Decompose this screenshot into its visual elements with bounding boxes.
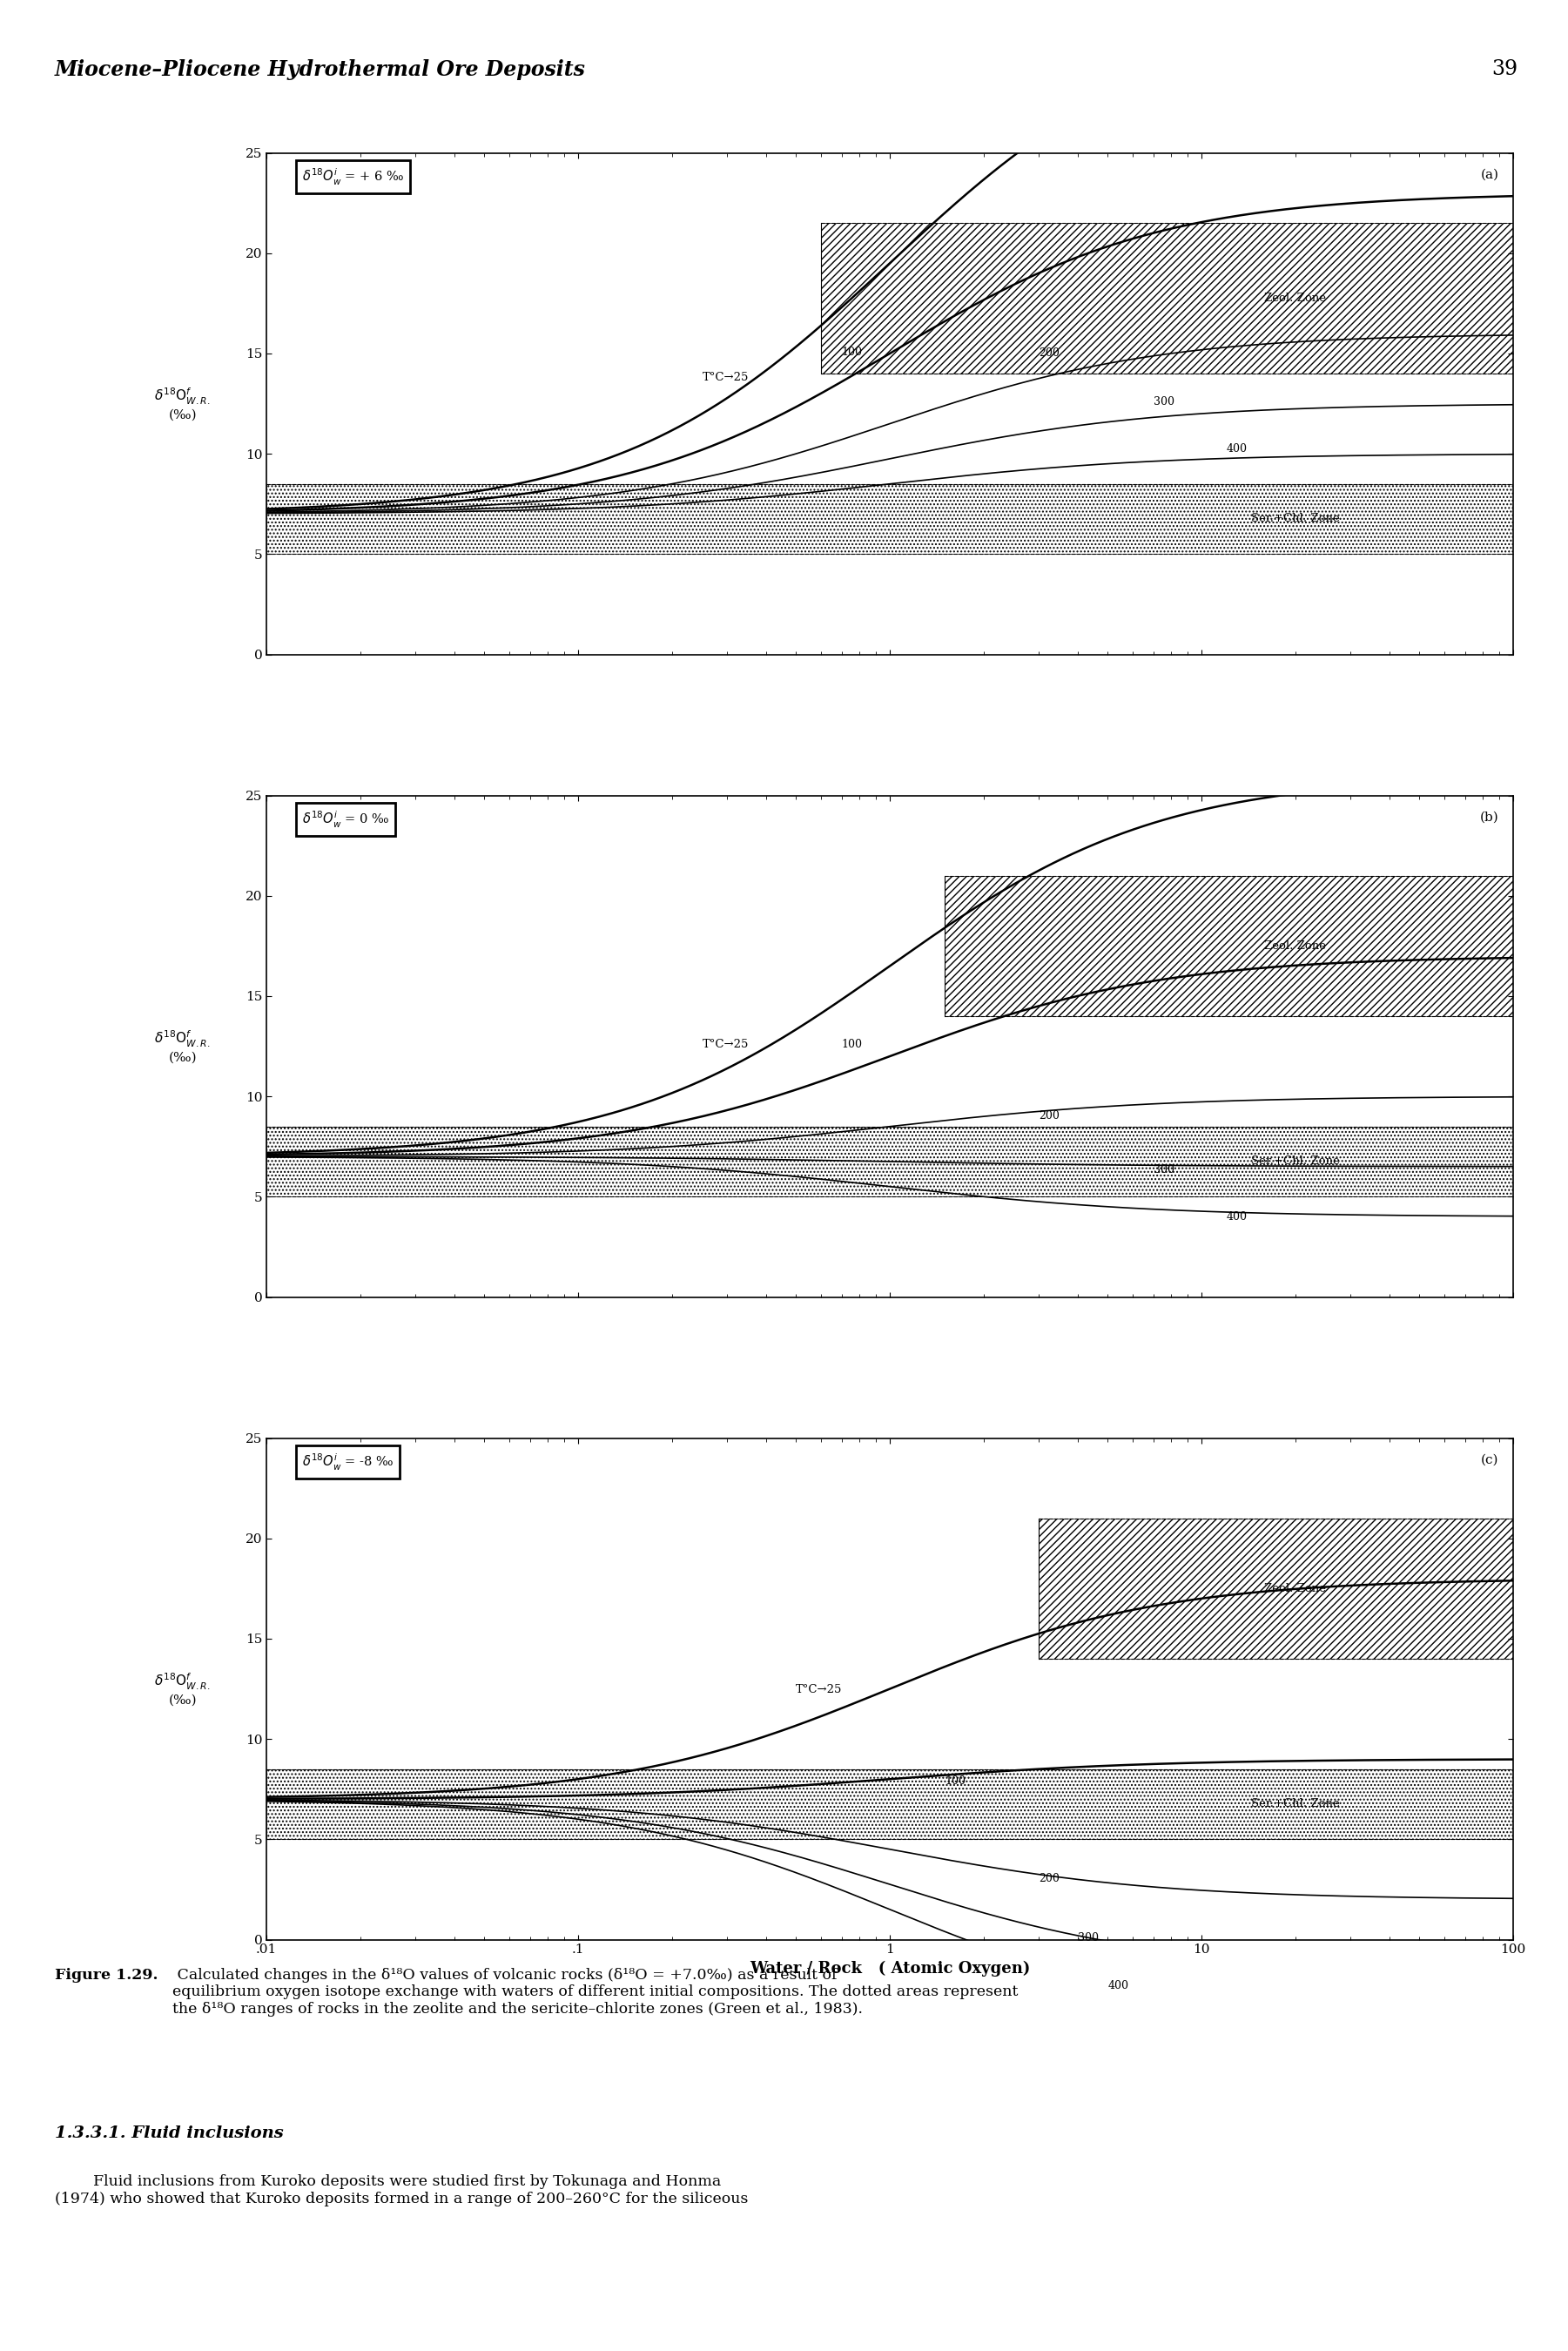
Text: T°C→25: T°C→25 [702, 1039, 748, 1051]
Text: 300: 300 [1152, 1164, 1174, 1176]
Text: Figure 1.29.: Figure 1.29. [55, 1968, 158, 1982]
Text: 1.3.3.1. Fluid inclusions: 1.3.3.1. Fluid inclusions [55, 2125, 284, 2142]
X-axis label: Water / Rock   ( Atomic Oxygen): Water / Rock ( Atomic Oxygen) [750, 1961, 1030, 1977]
Text: 39: 39 [1491, 59, 1518, 80]
Text: Ser.+Chl. Zone: Ser.+Chl. Zone [1251, 513, 1339, 524]
Text: 200: 200 [1038, 1110, 1060, 1121]
Text: $\delta^{18}O_w^i$ = 0 ‰: $\delta^{18}O_w^i$ = 0 ‰ [303, 809, 389, 830]
Text: Zeol. Zone: Zeol. Zone [1264, 292, 1327, 303]
Text: 400: 400 [1226, 442, 1247, 454]
Text: T°C→25: T°C→25 [797, 1683, 842, 1695]
Text: Ser.+Chl. Zone: Ser.+Chl. Zone [1251, 1799, 1339, 1810]
Text: 300: 300 [1077, 1933, 1098, 1944]
Text: (c): (c) [1482, 1453, 1499, 1467]
Text: 200: 200 [1038, 1874, 1060, 1886]
Text: Zeol. Zone: Zeol. Zone [1264, 1582, 1327, 1594]
Text: 100: 100 [842, 346, 862, 357]
Text: Fluid inclusions from Kuroko deposits were studied first by Tokunaga and Honma
(: Fluid inclusions from Kuroko deposits we… [55, 2175, 748, 2208]
Text: (a): (a) [1480, 169, 1499, 181]
Text: 100: 100 [842, 1039, 862, 1051]
Text: (b): (b) [1480, 811, 1499, 823]
Text: 400: 400 [1226, 1211, 1247, 1223]
Text: 400: 400 [1107, 1980, 1129, 1991]
Text: T°C→25: T°C→25 [702, 371, 748, 383]
Text: 300: 300 [1152, 395, 1174, 407]
Text: Ser.+Chl. Zone: Ser.+Chl. Zone [1251, 1157, 1339, 1166]
Text: Miocene–Pliocene Hydrothermal Ore Deposits: Miocene–Pliocene Hydrothermal Ore Deposi… [55, 59, 586, 80]
Y-axis label: $\delta^{18}\mathrm{O}^f_{W.R.}$
(‰): $\delta^{18}\mathrm{O}^f_{W.R.}$ (‰) [155, 386, 210, 421]
Text: 200: 200 [1038, 348, 1060, 357]
Text: Calculated changes in the δ¹⁸O values of volcanic rocks (δ¹⁸O = +7.0‰) as a resu: Calculated changes in the δ¹⁸O values of… [172, 1968, 1018, 2017]
Text: Zeol. Zone: Zeol. Zone [1264, 940, 1327, 952]
Y-axis label: $\delta^{18}\mathrm{O}^f_{W.R.}$
(‰): $\delta^{18}\mathrm{O}^f_{W.R.}$ (‰) [155, 1030, 210, 1063]
Y-axis label: $\delta^{18}\mathrm{O}^f_{W.R.}$
(‰): $\delta^{18}\mathrm{O}^f_{W.R.}$ (‰) [155, 1672, 210, 1707]
Text: $\delta^{18}O_w^i$ = -8 ‰: $\delta^{18}O_w^i$ = -8 ‰ [303, 1453, 394, 1472]
Text: $\delta^{18}O_w^i$ = + 6 ‰: $\delta^{18}O_w^i$ = + 6 ‰ [303, 167, 405, 188]
Text: 100: 100 [944, 1775, 966, 1787]
